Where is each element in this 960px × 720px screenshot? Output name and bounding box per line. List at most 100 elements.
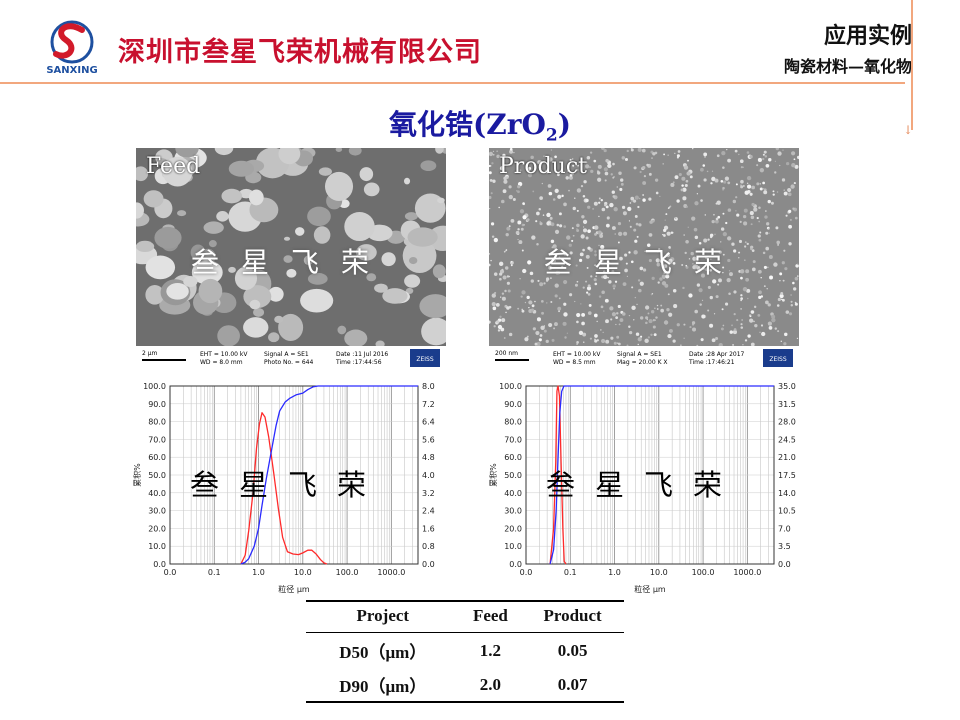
particle (762, 251, 766, 255)
particle (726, 149, 728, 151)
particle (693, 227, 698, 232)
zeiss-logo: ZEISS (416, 356, 433, 363)
particle (363, 182, 380, 197)
particle (665, 252, 671, 258)
particle (539, 282, 544, 287)
particle (731, 324, 733, 327)
particle (501, 318, 506, 323)
particle (742, 214, 747, 219)
particle (508, 194, 513, 200)
particle (535, 220, 538, 223)
particle (742, 344, 744, 346)
particle (655, 191, 659, 195)
particle (676, 199, 680, 203)
particle (136, 240, 155, 252)
particle (637, 337, 642, 342)
particle (729, 272, 733, 277)
particle (650, 309, 655, 314)
x-tick-label: 0.0 (520, 568, 533, 577)
y-right-tick-label: 0.8 (422, 542, 435, 551)
particle (611, 312, 617, 317)
particle (405, 287, 414, 295)
particle (208, 240, 217, 248)
particle (582, 286, 585, 289)
particle (638, 288, 642, 293)
particle (603, 167, 608, 172)
particle (718, 278, 722, 283)
particle (561, 265, 564, 268)
particle (532, 190, 535, 193)
y-right-tick-label: 0.0 (778, 560, 791, 569)
particle (589, 166, 591, 168)
particle (545, 339, 549, 343)
particle (683, 337, 685, 339)
particle (541, 182, 543, 185)
particle (590, 275, 593, 278)
particle (718, 250, 722, 254)
particle (504, 289, 507, 293)
particle (522, 202, 525, 205)
particle (604, 204, 607, 207)
particle (770, 201, 774, 205)
particle (156, 158, 168, 165)
y-right-tick-label: 4.0 (422, 471, 435, 480)
particle (344, 329, 368, 348)
particle (537, 279, 540, 282)
particle (777, 244, 779, 246)
particle (630, 148, 633, 150)
particle (491, 162, 494, 165)
particle (777, 151, 782, 156)
particle (493, 325, 496, 328)
particle (663, 271, 666, 275)
zeiss-logo: ZEISS (769, 356, 786, 363)
particle (524, 337, 529, 342)
particle (784, 267, 788, 271)
particle (707, 285, 711, 289)
particle (702, 164, 706, 167)
particle (794, 276, 799, 281)
particle (512, 198, 516, 202)
particle (661, 281, 667, 286)
down-arrow-icon: ↓ (903, 123, 914, 137)
particle (563, 252, 568, 256)
particle (641, 148, 646, 153)
particle (733, 328, 737, 331)
particle (768, 326, 773, 330)
particle (668, 312, 673, 317)
particle (745, 277, 749, 282)
particle (792, 281, 795, 285)
particle (492, 150, 495, 152)
particle (594, 225, 599, 230)
particle (607, 163, 612, 169)
particle (715, 336, 719, 340)
y-left-tick-label: 90.0 (148, 400, 166, 409)
particle (571, 172, 575, 175)
particle (779, 164, 781, 167)
particle (631, 200, 634, 203)
particle (642, 198, 646, 202)
particle (747, 297, 749, 300)
y-right-tick-label: 5.6 (422, 435, 435, 444)
particle (610, 336, 614, 340)
particle (609, 306, 614, 311)
particle (740, 308, 742, 310)
particle (610, 318, 613, 321)
particle (628, 325, 631, 328)
particle (593, 201, 598, 206)
particle (687, 159, 689, 162)
particle (732, 330, 737, 335)
particle (515, 230, 520, 235)
particle (636, 235, 639, 238)
particle (519, 278, 521, 280)
particle (600, 259, 604, 263)
particle (576, 312, 581, 318)
particle (539, 334, 543, 337)
y-left-tick-label: 60.0 (148, 453, 166, 462)
particle (586, 291, 589, 294)
particle (615, 316, 619, 320)
particle (508, 332, 513, 337)
particle (747, 334, 751, 338)
particle (781, 261, 785, 265)
y-left-tick-label: 70.0 (148, 435, 166, 444)
plot-frame (169, 385, 419, 565)
